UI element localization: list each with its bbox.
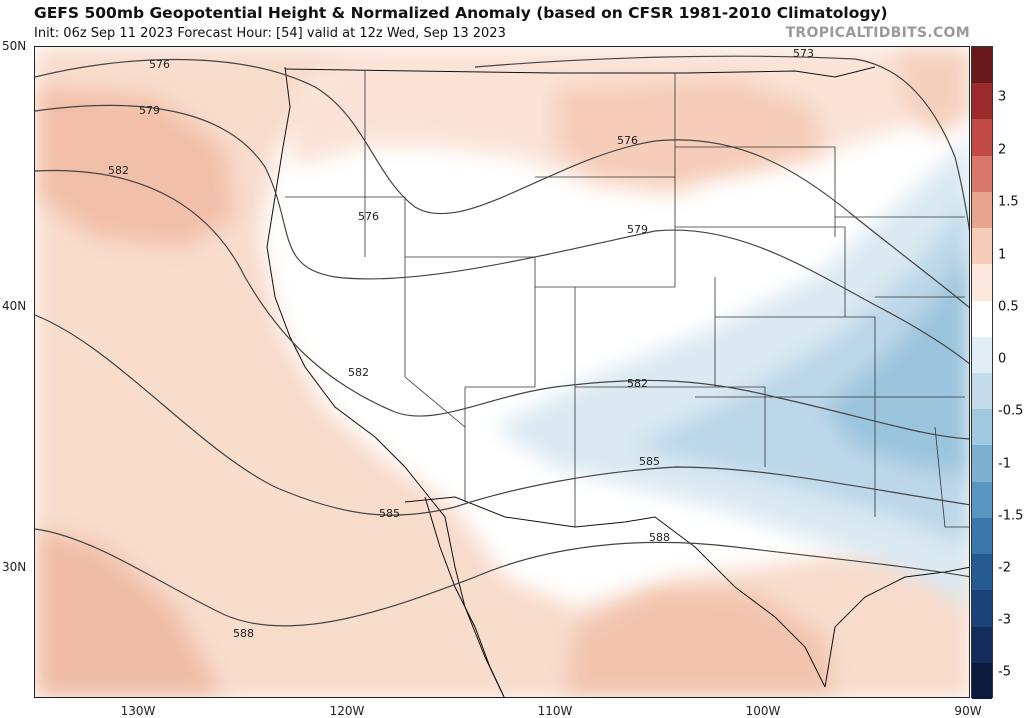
- watermark: TROPICALTIDBITS.COM: [785, 25, 970, 41]
- state-line: [934, 426, 969, 528]
- state-line: [675, 146, 836, 237]
- contour-label: 579: [139, 104, 160, 117]
- contour-label-group: 573 576 576 576 579 579 582 582 582 585 …: [108, 47, 814, 640]
- gulf-coast: [824, 566, 969, 688]
- colorbar-tick-label: 2: [998, 142, 1007, 158]
- contour-label: 588: [233, 627, 254, 640]
- colorbar-segment: [972, 155, 992, 193]
- colorbar-segment: [972, 662, 992, 700]
- colorbar-segment: [972, 590, 992, 628]
- contour-label: 588: [649, 531, 670, 544]
- colorbar-tick-label: 1: [998, 247, 1007, 263]
- lat-label-40n: 40N: [2, 299, 27, 313]
- colorbar: [971, 46, 993, 700]
- colorbar-segment: [972, 264, 992, 302]
- negative-anomaly-mid: [635, 199, 969, 547]
- colorbar-tick-label: -2: [998, 560, 1011, 576]
- negative-anomaly-core: [825, 250, 969, 477]
- colorbar-segment: [972, 300, 992, 338]
- colorbar-segment: [972, 191, 992, 229]
- colorbar-segment: [972, 409, 992, 446]
- state-line: [405, 256, 536, 388]
- contour-label: 579: [627, 223, 648, 236]
- colorbar-tick-label: -1: [998, 456, 1011, 472]
- lon-label-130w: 130W: [120, 704, 156, 718]
- state-line: [675, 226, 846, 317]
- colorbar-tick-label: 0.5: [998, 299, 1019, 315]
- colorbar-segment: [972, 83, 992, 120]
- contour-582: [35, 169, 969, 440]
- state-line: [535, 176, 676, 288]
- lon-label-110w: 110W: [537, 704, 573, 718]
- state-line: [715, 316, 876, 397]
- canada-border: [284, 66, 876, 78]
- colorbar-segment: [972, 626, 992, 664]
- colorbar-segment: [972, 228, 992, 265]
- colorbar-tick-label: -0.5: [998, 403, 1024, 419]
- colorbar-segment: [972, 47, 992, 84]
- colorbar-tick-label: -5: [998, 664, 1011, 680]
- contour-label: 573: [793, 47, 814, 60]
- contour-579: [35, 104, 969, 365]
- lat-label-30n: 30N: [2, 560, 27, 574]
- contour-588: [35, 528, 969, 627]
- colorbar-tick-label: 0: [998, 351, 1007, 367]
- colorbar-segment: [972, 481, 992, 519]
- height-contours: [35, 55, 969, 627]
- contour-573: [474, 55, 969, 233]
- contour-576: [35, 58, 969, 309]
- lon-label-120w: 120W: [329, 704, 365, 718]
- west-coastline: [266, 66, 505, 697]
- state-line: [574, 277, 716, 388]
- colorbar-tick-label: -1.5: [998, 508, 1024, 524]
- state-line: [285, 196, 466, 428]
- contour-label: 582: [348, 366, 369, 379]
- colorbar-tick-label: -3: [998, 612, 1011, 628]
- colorbar-tick-label: 1.5: [998, 194, 1019, 210]
- colorbar-segment: [972, 373, 992, 410]
- colorbar-segment: [972, 336, 992, 374]
- contour-585: [35, 314, 969, 516]
- lat-label-50n: 50N: [2, 39, 27, 53]
- colorbar-segment: [972, 119, 992, 157]
- mexico-border: [404, 496, 826, 688]
- colorbar-segment: [972, 554, 992, 591]
- colorbar-segment: [972, 517, 992, 555]
- positive-anomaly-ocean-west: [35, 47, 969, 697]
- contour-label: 576: [617, 134, 638, 147]
- negative-anomaly: [495, 138, 969, 606]
- contour-label: 585: [379, 507, 400, 520]
- lon-label-100w: 100W: [745, 704, 781, 718]
- contour-label: 576: [149, 58, 170, 71]
- colorbar-tick-label: 3: [998, 89, 1007, 105]
- contour-label: 585: [639, 455, 660, 468]
- chart-title: GEFS 500mb Geopotential Height & Normali…: [34, 4, 888, 22]
- colorbar-segment: [972, 445, 992, 483]
- contour-label: 576: [358, 210, 379, 223]
- positive-anomaly-dakotas: [555, 77, 825, 187]
- positive-anomaly-texas: [565, 587, 835, 697]
- coastline-and-borders: [266, 66, 969, 697]
- map-svg: 573 576 576 576 579 579 582 582 582 585 …: [35, 47, 969, 697]
- contour-label: 582: [108, 164, 129, 177]
- state-line: [715, 386, 766, 467]
- positive-anomaly-northeast: [895, 47, 969, 137]
- positive-anomaly-southwest-pacific: [35, 527, 224, 697]
- chart-subtitle: Init: 06z Sep 11 2023 Forecast Hour: [54…: [34, 26, 506, 41]
- lon-label-90w: 90W: [954, 704, 982, 718]
- map-panel: 573 576 576 576 579 579 582 582 582 585 …: [34, 46, 970, 698]
- state-borders: [285, 71, 969, 528]
- baja-peninsula: [424, 496, 505, 697]
- contour-label: 582: [627, 377, 648, 390]
